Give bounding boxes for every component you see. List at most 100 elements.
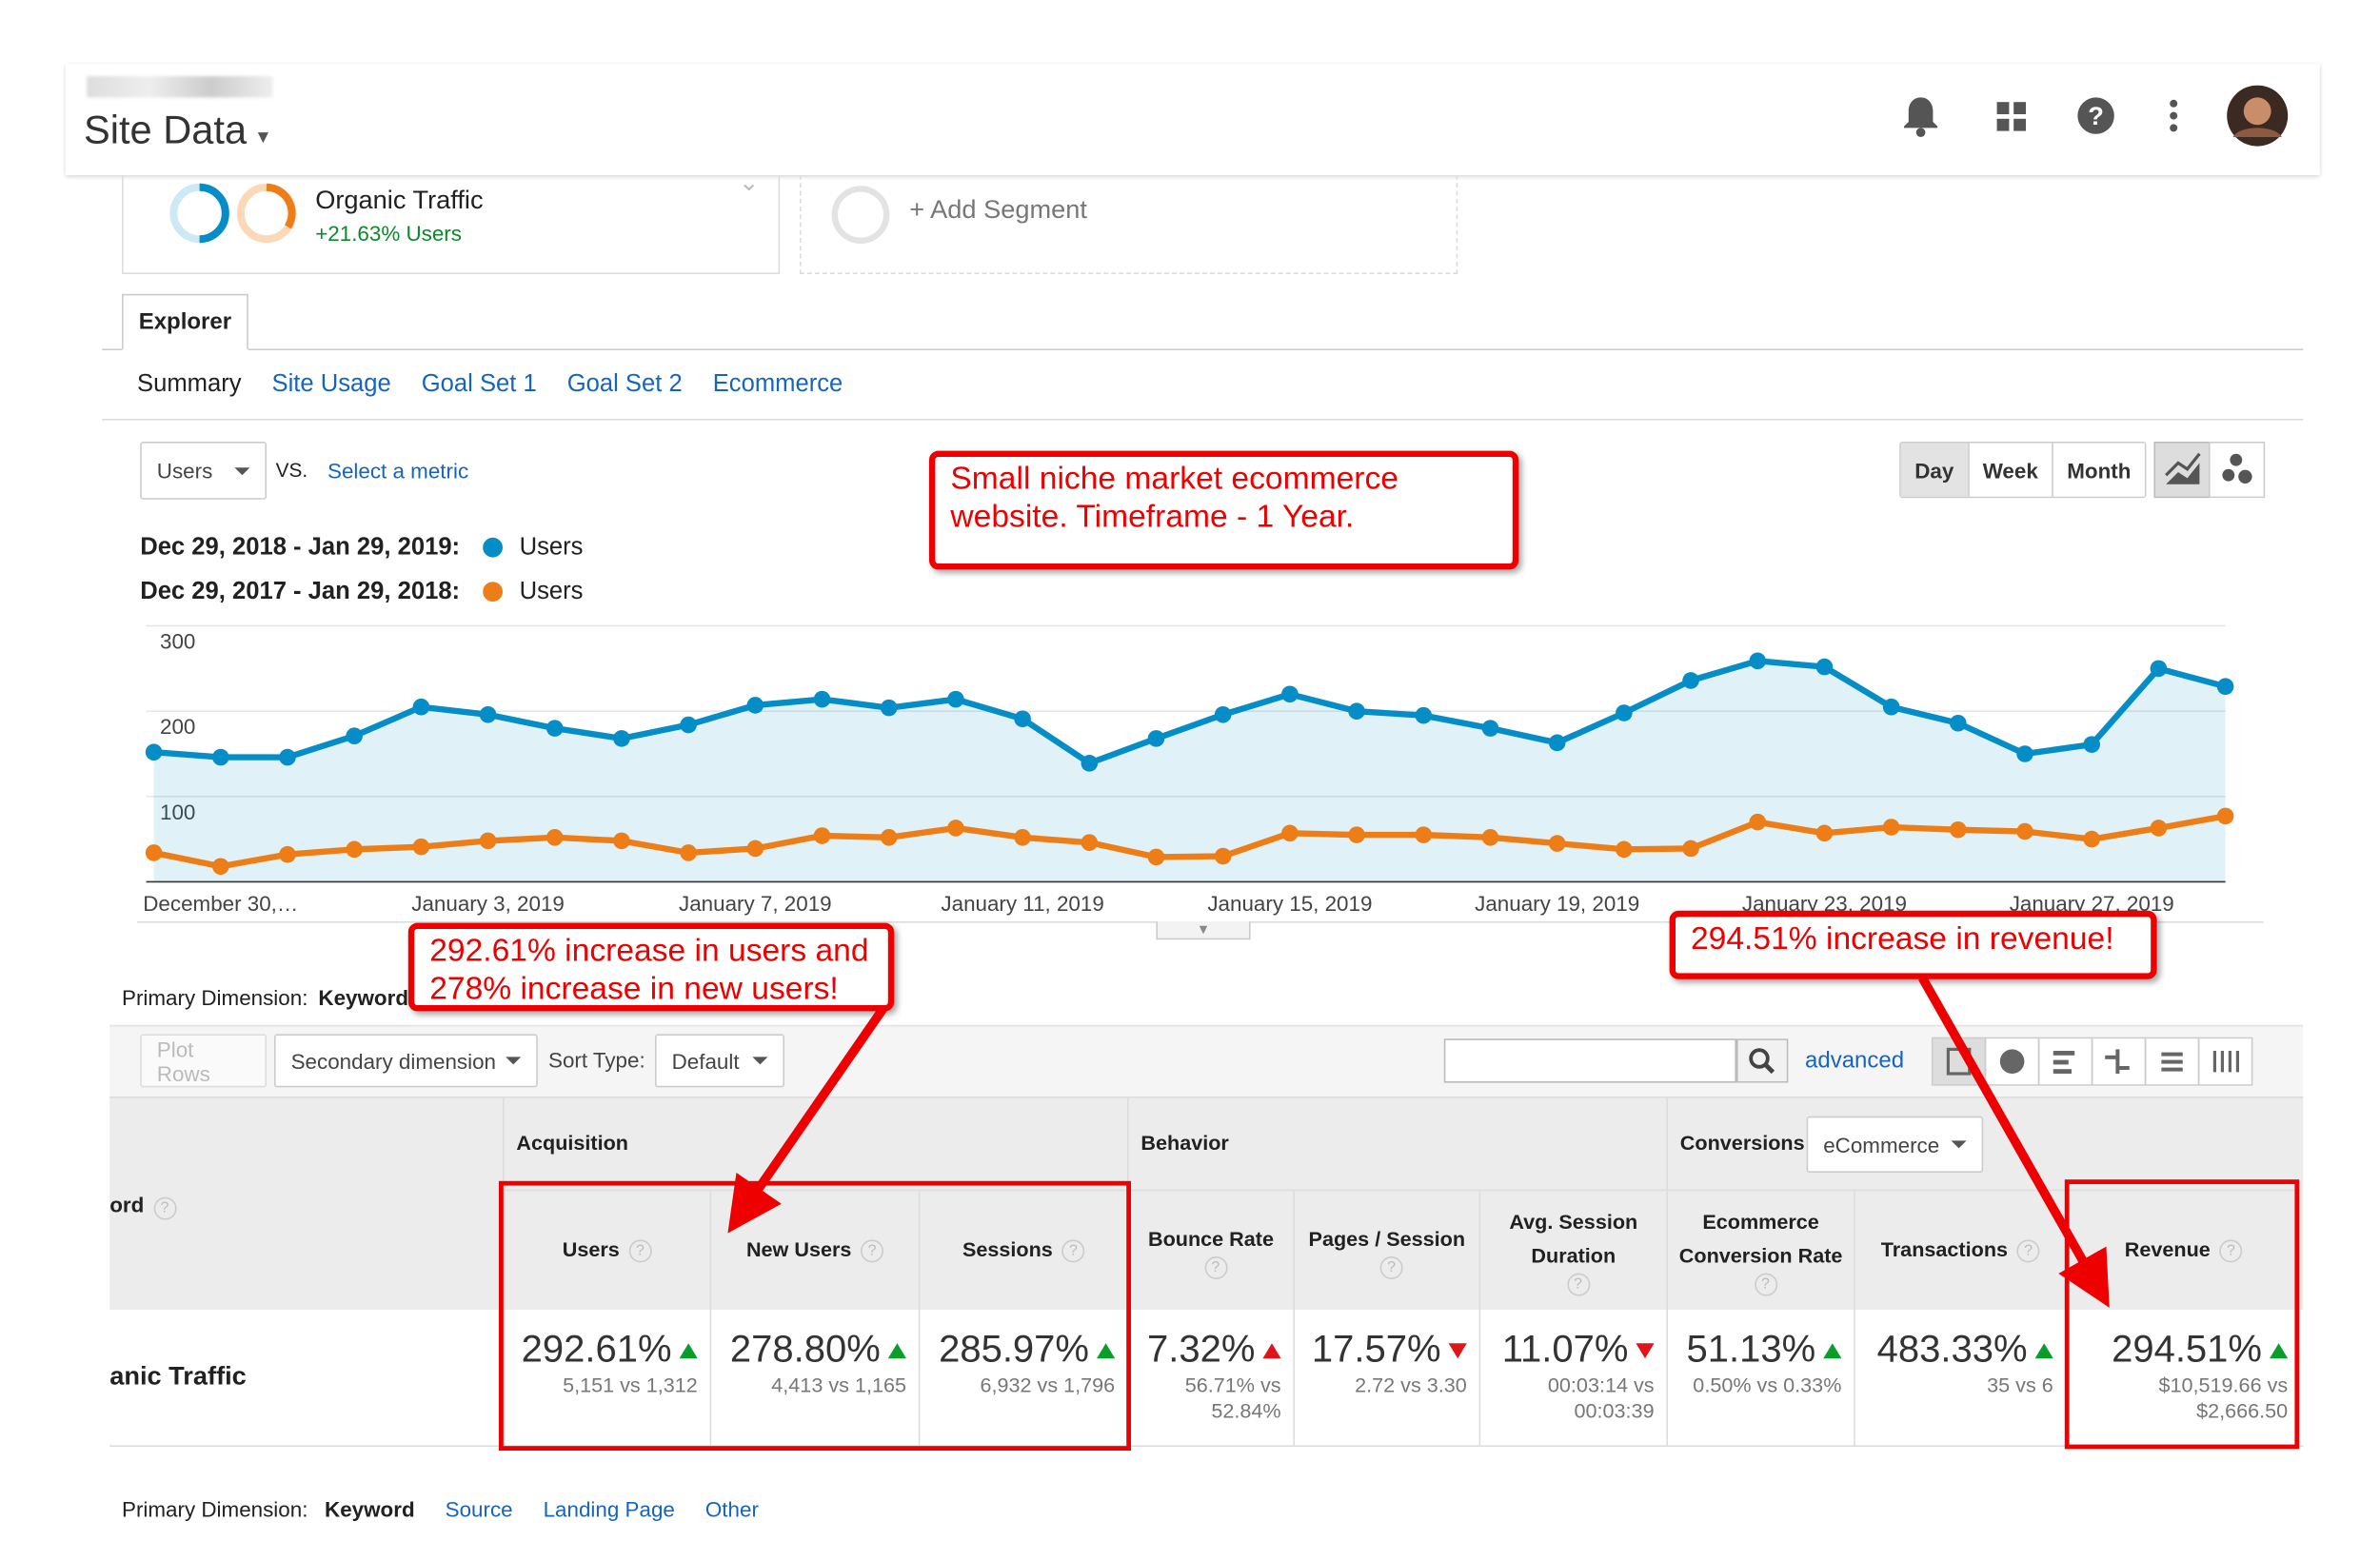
table-row xyxy=(109,1310,2304,1447)
legend-label: Users xyxy=(519,579,584,605)
plot-rows[interactable]: Plot Rows xyxy=(140,1034,267,1088)
segment-chevron[interactable]: ⌄ xyxy=(739,170,760,197)
point xyxy=(680,716,697,734)
column-header[interactable]: Ecommerce Conversion Rate? xyxy=(1666,1191,1854,1310)
trend-arrow xyxy=(887,1343,906,1359)
column-header[interactable]: Bounce Rate? xyxy=(1127,1191,1293,1310)
point xyxy=(746,840,764,858)
select-metric[interactable]: Select a metric xyxy=(327,458,469,484)
point xyxy=(947,690,964,708)
point xyxy=(1415,706,1433,724)
granularity-button[interactable]: Month xyxy=(2052,443,2145,497)
segment-card[interactable] xyxy=(122,175,781,274)
x-tick-label: January 11, 2019 xyxy=(941,892,1103,916)
metric-value-row: 7.32% xyxy=(1138,1328,1281,1372)
trend-arrow xyxy=(679,1343,698,1359)
add-segment-card[interactable] xyxy=(800,175,1458,274)
help-icon: ? xyxy=(1566,1272,1590,1295)
metric-compare: 00:03:14 vs 00:03:39 xyxy=(1547,1373,1655,1423)
secondary-dimension[interactable]: Secondary dimension xyxy=(274,1034,538,1088)
chart-collapse-handle[interactable]: ▼ xyxy=(1156,921,1251,940)
column-header[interactable]: Sessions? xyxy=(918,1191,1127,1310)
pivot-view[interactable] xyxy=(2197,1037,2253,1086)
point xyxy=(545,829,564,846)
dimension-link[interactable]: Other xyxy=(704,1496,759,1522)
point xyxy=(880,699,898,717)
y-tick-label: 200 xyxy=(160,715,195,739)
add-segment[interactable]: + Add Segment xyxy=(909,194,1087,225)
sort-type[interactable]: Default xyxy=(655,1034,784,1088)
add-segment-icon xyxy=(831,186,890,245)
key-header[interactable]: ord? xyxy=(109,1193,176,1220)
metric-cell: 294.51% $10,519.66 vs $2,666.50 xyxy=(2065,1310,2300,1447)
metric-value: 285.97% xyxy=(939,1328,1089,1371)
motion-chart-button[interactable] xyxy=(2209,442,2266,499)
search-input[interactable] xyxy=(1443,1038,1736,1083)
subtab[interactable]: Goal Set 2 xyxy=(566,371,683,398)
dimension-link[interactable]: Source xyxy=(445,1496,513,1522)
point xyxy=(279,748,296,766)
subtab[interactable]: Ecommerce xyxy=(712,371,843,398)
vs-label: VS. xyxy=(275,458,308,482)
column-header[interactable]: New Users? xyxy=(709,1191,919,1310)
avatar[interactable] xyxy=(2227,85,2289,147)
point xyxy=(1548,835,1566,852)
x-tick-label: January 7, 2019 xyxy=(679,892,832,916)
primary-dimension-value: Keyword xyxy=(318,985,408,1010)
annotation: 294.51% increase in revenue! xyxy=(1669,910,2157,979)
metric-cell: 51.13% 0.50% vs 0.33% xyxy=(1666,1310,1854,1447)
point xyxy=(1415,826,1433,843)
point xyxy=(1214,847,1232,865)
point xyxy=(1950,714,1967,732)
column-header[interactable]: Users? xyxy=(503,1191,710,1310)
point xyxy=(412,838,430,856)
help-icon: ? xyxy=(628,1238,652,1262)
table-view[interactable] xyxy=(1931,1037,1987,1086)
advanced-link[interactable]: advanced xyxy=(1805,1047,1905,1074)
metric-cell: 7.32% 56.71% vs 52.84% xyxy=(1127,1310,1293,1447)
metric-cell: 483.33% 35 vs 6 xyxy=(1854,1310,2065,1447)
point xyxy=(613,730,630,747)
bell-icon[interactable] xyxy=(1904,97,1938,137)
column-header-text: Ecommerce Conversion Rate xyxy=(1678,1210,1843,1267)
column-header[interactable]: Transactions? xyxy=(1854,1191,2065,1310)
metric-compare: 5,151 vs 1,312 xyxy=(563,1373,698,1397)
point xyxy=(1348,826,1365,843)
help-icon: ? xyxy=(1379,1255,1403,1279)
column-header[interactable]: Revenue? xyxy=(2065,1191,2300,1310)
dimension-link[interactable]: Landing Page xyxy=(543,1496,675,1522)
apps-icon[interactable] xyxy=(1996,102,2026,131)
bottom-dimension-current: Keyword xyxy=(325,1496,415,1522)
point xyxy=(279,845,296,863)
column-header-text: New Users xyxy=(745,1237,852,1261)
search-button[interactable] xyxy=(1736,1038,1789,1083)
point xyxy=(1815,658,1834,676)
line xyxy=(152,813,2227,870)
site-title[interactable]: Site Data ▾ xyxy=(84,107,268,152)
legend-label: Users xyxy=(519,534,584,561)
secondary-dimension-text: Secondary dimension xyxy=(290,1048,497,1074)
metric-value-row: 294.51% xyxy=(2076,1328,2289,1372)
row-label[interactable]: anic Traffic xyxy=(109,1361,247,1391)
subtab[interactable]: Site Usage xyxy=(271,371,391,398)
column-header[interactable]: Pages / Session? xyxy=(1293,1191,1478,1310)
subtab[interactable]: Goal Set 1 xyxy=(421,371,537,398)
point xyxy=(412,698,430,716)
line-chart-button[interactable] xyxy=(2153,442,2211,499)
x-tick-label: January 3, 2019 xyxy=(411,892,565,916)
more-icon[interactable] xyxy=(2170,99,2178,132)
conversion-select[interactable]: eCommerce xyxy=(1806,1116,1984,1173)
point xyxy=(479,832,497,850)
conversion-select-text: eCommerce xyxy=(1823,1132,1940,1157)
column-header-text: Bounce Rate xyxy=(1147,1226,1275,1250)
granularity-button[interactable]: Day xyxy=(1900,443,1968,497)
sort-type-text: Default xyxy=(671,1048,740,1074)
metric-value: 11.07% xyxy=(1501,1328,1629,1371)
help-icon[interactable]: ? xyxy=(2077,97,2114,134)
granularity-button[interactable]: Week xyxy=(1967,443,2053,497)
subtab[interactable]: Summary xyxy=(137,371,242,398)
column-header[interactable]: Avg. Session Duration? xyxy=(1478,1191,1667,1310)
explorer-tab[interactable]: Explorer xyxy=(122,293,248,350)
metric-dropdown[interactable]: Users xyxy=(140,442,267,500)
